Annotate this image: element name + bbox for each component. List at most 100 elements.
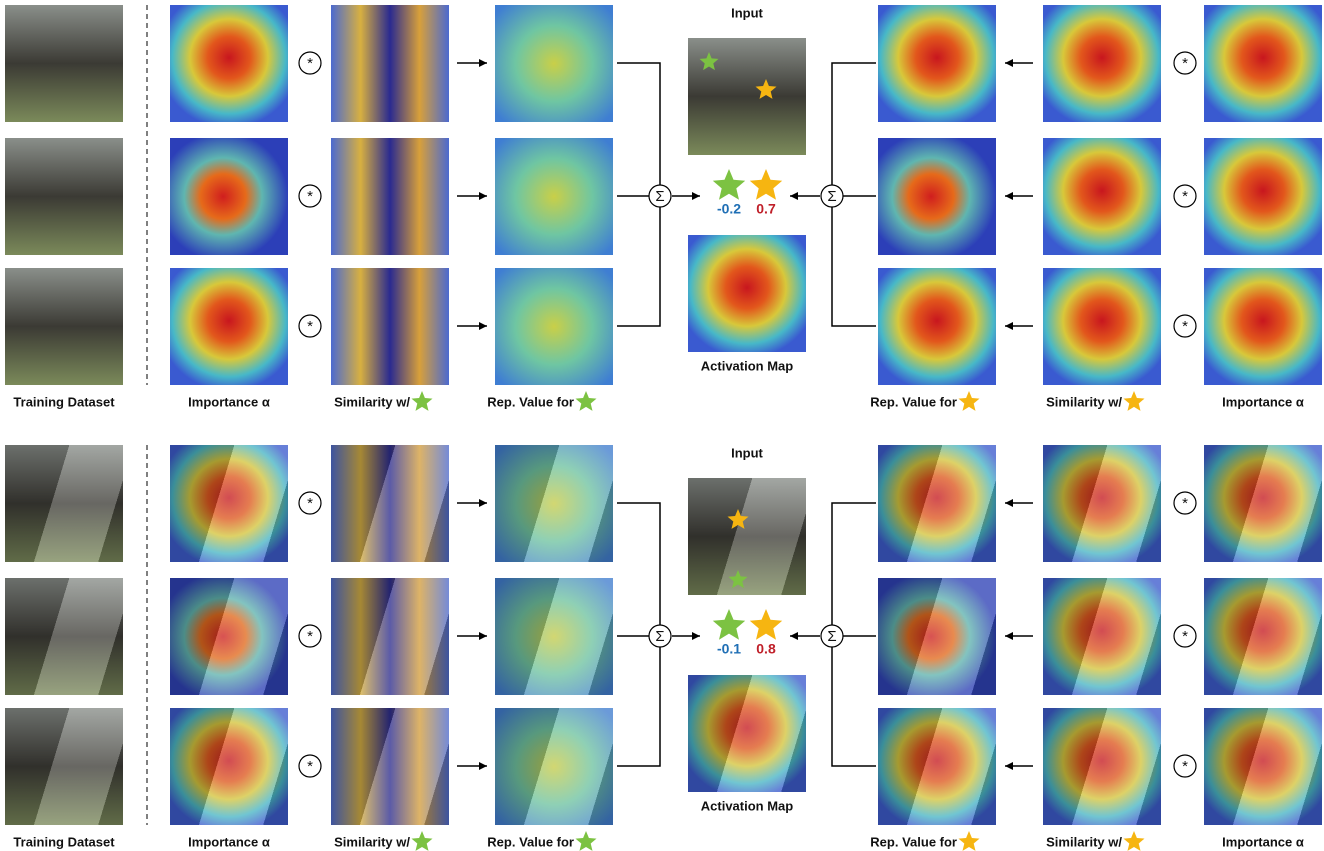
- star-icon: [576, 391, 597, 411]
- image-tile: [878, 5, 996, 122]
- star-icon: [412, 831, 433, 851]
- operator: *: [1182, 758, 1188, 775]
- operator: *: [1182, 188, 1188, 205]
- column-label: Importance α: [188, 834, 270, 849]
- arrow-head: [1005, 499, 1013, 507]
- image-tile: [688, 38, 806, 155]
- arrow-head: [1005, 59, 1013, 67]
- image-overlay: [688, 478, 806, 595]
- image-tile: [5, 268, 123, 385]
- column-label: Similarity w/: [1046, 394, 1122, 409]
- image-overlay: [331, 708, 449, 825]
- image-overlay: [878, 578, 996, 695]
- image-overlay: [1043, 578, 1161, 695]
- operator: Σ: [827, 188, 836, 205]
- star-icon: [713, 609, 745, 640]
- image-overlay: [1043, 445, 1161, 562]
- image-overlay: [5, 578, 123, 695]
- image-tile: [170, 138, 288, 255]
- operator: *: [1182, 495, 1188, 512]
- image-overlay: [878, 708, 996, 825]
- arrow-head: [692, 632, 700, 640]
- operator: *: [1182, 318, 1188, 335]
- column-label: Similarity w/: [1046, 834, 1122, 849]
- column-label: Training Dataset: [13, 394, 115, 409]
- star-icon: [750, 169, 782, 200]
- image-overlay: [5, 708, 123, 825]
- image-tile: [1204, 138, 1322, 255]
- arrow-head: [479, 499, 487, 507]
- input-label: Input: [731, 5, 763, 20]
- image-overlay: [878, 445, 996, 562]
- activation-label: Activation Map: [701, 358, 794, 373]
- column-label: Rep. Value for: [487, 834, 574, 849]
- image-overlay: [331, 578, 449, 695]
- column-label: Rep. Value for: [487, 394, 574, 409]
- image-tile: [495, 268, 613, 385]
- column-label: Importance α: [1222, 834, 1304, 849]
- column-label: Rep. Value for: [870, 394, 957, 409]
- image-overlay: [688, 675, 806, 792]
- operator: Σ: [655, 188, 664, 205]
- green-score: -0.1: [717, 641, 741, 657]
- star-icon: [576, 831, 597, 851]
- image-overlay: [495, 578, 613, 695]
- image-overlay: [1043, 708, 1161, 825]
- column-label: Training Dataset: [13, 834, 115, 849]
- image-tile: [5, 138, 123, 255]
- figure: * * * * * * Σ Σ Input -0.2 0.7 Activation Map Traini…: [0, 0, 1324, 851]
- star-icon: [1124, 831, 1145, 851]
- image-tile: [1043, 138, 1161, 255]
- column-label: Similarity w/: [334, 394, 410, 409]
- operator: *: [307, 318, 313, 335]
- arrow-head: [479, 192, 487, 200]
- operator: *: [1182, 628, 1188, 645]
- operator: *: [307, 55, 313, 72]
- arrow-head: [479, 322, 487, 330]
- image-tile: [1204, 268, 1322, 385]
- operator: *: [307, 758, 313, 775]
- column-label: Importance α: [188, 394, 270, 409]
- star-icon: [750, 609, 782, 640]
- image-overlay: [1204, 578, 1322, 695]
- image-overlay: [495, 708, 613, 825]
- image-overlay: [331, 445, 449, 562]
- image-tile: [5, 5, 123, 122]
- arrow-head: [1005, 762, 1013, 770]
- green-score: -0.2: [717, 201, 741, 217]
- image-tile: [1043, 5, 1161, 122]
- image-tile: [170, 5, 288, 122]
- arrow-head: [692, 192, 700, 200]
- arrow-head: [790, 192, 798, 200]
- image-tile: [878, 138, 996, 255]
- arrow-head: [479, 762, 487, 770]
- operator: Σ: [827, 628, 836, 645]
- operator: Σ: [655, 628, 664, 645]
- image-tile: [331, 268, 449, 385]
- star-icon: [959, 831, 980, 851]
- image-tile: [688, 235, 806, 352]
- operator: *: [1182, 55, 1188, 72]
- operator: *: [307, 495, 313, 512]
- image-tile: [331, 138, 449, 255]
- image-overlay: [1204, 445, 1322, 562]
- image-tile: [331, 5, 449, 122]
- arrow-head: [790, 632, 798, 640]
- operator: *: [307, 188, 313, 205]
- image-tile: [1043, 268, 1161, 385]
- arrow-head: [479, 59, 487, 67]
- image-overlay: [1204, 708, 1322, 825]
- column-label: Importance α: [1222, 394, 1304, 409]
- input-label: Input: [731, 445, 763, 460]
- column-label: Similarity w/: [334, 834, 410, 849]
- gold-score: 0.8: [756, 641, 776, 657]
- activation-label: Activation Map: [701, 798, 794, 813]
- image-overlay: [495, 445, 613, 562]
- arrow-head: [479, 632, 487, 640]
- star-icon: [412, 391, 433, 411]
- image-overlay: [170, 578, 288, 695]
- operator: *: [307, 628, 313, 645]
- image-tile: [495, 138, 613, 255]
- image-overlay: [5, 445, 123, 562]
- gold-score: 0.7: [756, 201, 776, 217]
